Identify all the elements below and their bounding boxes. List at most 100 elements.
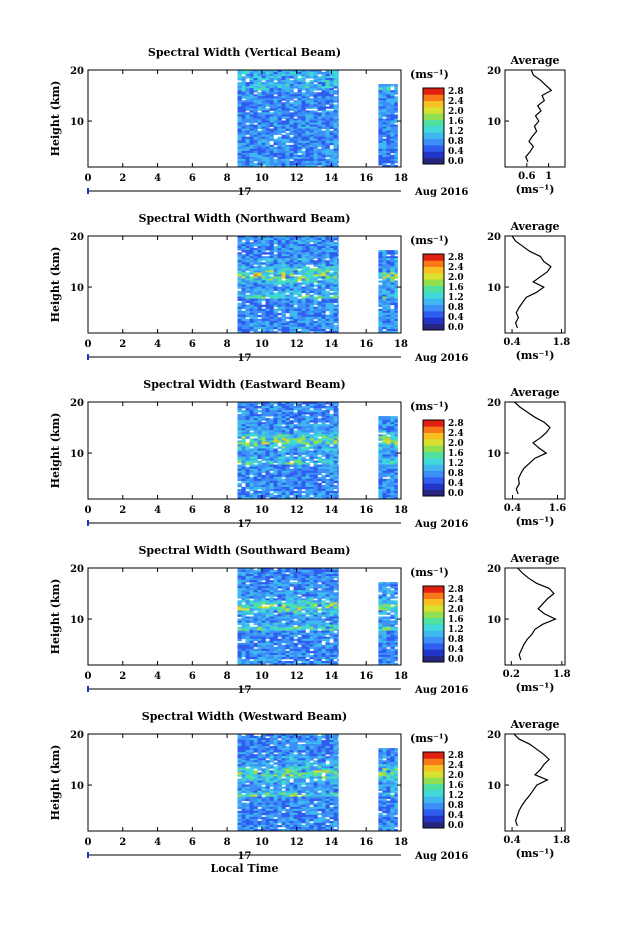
heatmap-cell — [241, 452, 246, 455]
heatmap-cell — [382, 304, 387, 308]
heatmap-cell — [273, 320, 278, 324]
heatmap-cell — [309, 406, 314, 409]
heatmap-cell — [321, 100, 326, 103]
heatmap-cell — [245, 140, 250, 144]
heatmap-cell — [285, 118, 290, 121]
heatmap-cell — [317, 414, 322, 417]
heatmap-cell — [390, 250, 395, 253]
heatmap-cell — [386, 122, 391, 125]
heatmap-cell — [293, 576, 298, 579]
heatmap-cell — [281, 256, 286, 259]
heatmap-cell — [241, 618, 246, 621]
heatmap-cell — [394, 88, 398, 91]
heatmap-cell — [321, 92, 326, 95]
heatmap-cell — [321, 286, 326, 289]
heatmap-cell — [237, 594, 242, 597]
heatmap-cell — [321, 596, 326, 599]
heatmap-cell — [390, 280, 395, 283]
heatmap-cell — [386, 120, 391, 123]
heatmap-cell — [285, 90, 290, 93]
heatmap-cell — [289, 592, 294, 595]
heatmap-cell — [333, 72, 338, 75]
heatmap-cell — [321, 576, 326, 579]
average-y-tick-label: 20 — [487, 66, 501, 77]
heatmap-cell — [237, 490, 242, 494]
heatmap-cell — [313, 276, 318, 279]
heatmap-cell — [253, 454, 258, 457]
heatmap-cell — [245, 322, 250, 326]
heatmap-cell — [301, 600, 306, 603]
heatmap-cell — [245, 278, 250, 281]
heatmap-cell — [281, 264, 286, 267]
average-y-tick-label: 10 — [487, 117, 501, 128]
heatmap-cell — [301, 468, 306, 472]
heatmap-cell — [305, 146, 310, 150]
heatmap-cell — [313, 94, 318, 97]
heatmap-cell — [321, 260, 326, 263]
heatmap-cell — [245, 324, 250, 328]
heatmap-cell — [390, 474, 395, 478]
heatmap-cell — [269, 600, 274, 603]
heatmap-cell — [237, 428, 242, 431]
heatmap-cell — [329, 154, 334, 158]
heatmap-cell — [261, 248, 266, 251]
heatmap-cell — [289, 256, 294, 259]
heatmap-cell — [309, 580, 314, 583]
heatmap-cell — [245, 436, 250, 439]
heatmap-cell — [281, 165, 286, 168]
heatmap-cell — [390, 156, 395, 160]
heatmap-cell — [394, 252, 398, 255]
heatmap-cell — [293, 604, 298, 607]
heatmap-cell — [249, 294, 254, 297]
heatmap-cell — [249, 586, 254, 589]
heatmap-cell — [378, 110, 383, 113]
colorbar-swatch — [423, 489, 444, 497]
heatmap-cell — [273, 140, 278, 144]
heatmap-cell — [253, 422, 258, 425]
heatmap-cell — [301, 406, 306, 409]
heatmap-cell — [285, 576, 290, 579]
heatmap-cell — [277, 290, 282, 293]
heatmap-cell — [293, 495, 298, 498]
heatmap-cell — [261, 104, 266, 107]
heatmap-cell — [309, 282, 314, 285]
heatmap-cell — [313, 118, 318, 121]
heatmap-cell — [261, 406, 266, 409]
heatmap-cell — [313, 432, 318, 435]
heatmap-cell — [249, 426, 254, 429]
heatmap-cell — [253, 163, 258, 166]
heatmap-cell — [297, 96, 302, 99]
heatmap-cell — [277, 598, 282, 601]
x-tick-label: 14 — [324, 339, 338, 350]
heatmap-cell — [245, 286, 250, 289]
heatmap-cell — [269, 286, 274, 289]
heatmap-cell — [394, 420, 398, 423]
panel-title: Spectral Width (Southward Beam) — [138, 544, 350, 557]
heatmap-cell — [265, 326, 270, 330]
heatmap-cell — [325, 614, 330, 617]
heatmap-cell — [277, 258, 282, 261]
heatmap-cell — [305, 82, 310, 85]
heatmap-cell — [293, 262, 298, 265]
heatmap-cell — [285, 452, 290, 455]
heatmap-cell — [337, 576, 339, 579]
heatmap-cell — [269, 86, 274, 89]
heatmap-cell — [321, 331, 326, 334]
heatmap-cell — [325, 86, 330, 89]
heatmap-cell — [378, 324, 383, 328]
heatmap-cell — [325, 260, 330, 263]
heatmap-cell — [269, 410, 274, 413]
heatmap-cell — [297, 250, 302, 253]
heatmap-cell — [237, 454, 242, 457]
heatmap-cell — [321, 568, 326, 571]
heatmap-cell — [273, 262, 278, 265]
heatmap-cell — [261, 422, 266, 425]
heatmap-cell — [285, 238, 290, 241]
heatmap-cell — [289, 476, 294, 480]
heatmap-cell — [285, 258, 290, 261]
heatmap-cell — [386, 250, 391, 253]
heatmap-cell — [277, 120, 282, 123]
heatmap-cell — [337, 608, 339, 611]
heatmap-cell — [378, 254, 383, 257]
heatmap-cell — [281, 416, 286, 419]
